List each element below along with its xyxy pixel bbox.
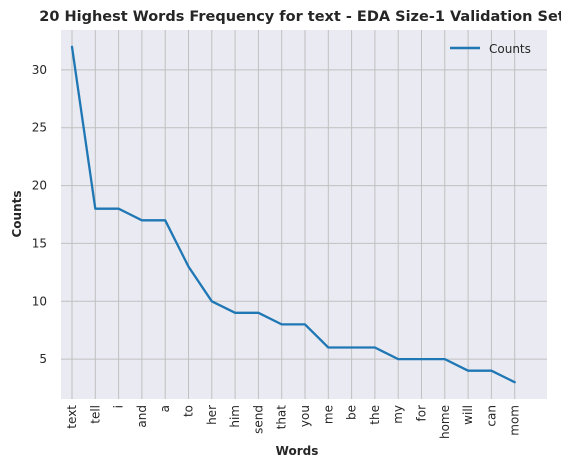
series-layer [70, 45, 516, 384]
y-tick-label: 5 [39, 352, 47, 366]
x-axis-ticks: text tell i and a to her him send that you me be the m… [65, 405, 522, 439]
x-tick-label: me [321, 405, 335, 424]
x-tick-label: my [391, 405, 405, 424]
x-tick-label: and [135, 405, 149, 428]
x-tick-label: her [205, 405, 219, 425]
y-tick-label: 25 [32, 121, 47, 135]
x-tick-label: tell [88, 405, 102, 424]
gridlines [61, 30, 547, 399]
legend-label-counts: Counts [489, 42, 531, 56]
x-tick-label: text [65, 405, 79, 429]
y-axis-title: Counts [10, 190, 24, 237]
x-tick-label: you [298, 405, 312, 427]
x-tick-label: to [182, 405, 196, 417]
x-tick-label: him [228, 405, 242, 428]
y-tick-label: 15 [32, 236, 47, 250]
x-tick-label: a [158, 405, 172, 412]
y-axis-ticks: 5 10 15 20 25 30 [32, 63, 47, 366]
x-tick-label: mom [508, 405, 522, 436]
x-tick-label: be [345, 405, 359, 420]
x-tick-label: that [275, 405, 289, 430]
x-tick-label: will [461, 405, 475, 425]
series-line-counts [70, 45, 516, 384]
y-tick-label: 30 [32, 63, 47, 77]
y-tick-label: 20 [32, 179, 47, 193]
x-tick-label: i [112, 405, 126, 408]
plot-area [61, 30, 547, 399]
x-tick-label: can [484, 405, 498, 427]
y-tick-label: 10 [32, 294, 47, 308]
legend: Counts [450, 42, 531, 56]
x-tick-label: home [438, 405, 452, 439]
chart-title: 20 Highest Words Frequency for text - ED… [39, 9, 561, 25]
x-axis-title: Words [276, 444, 319, 458]
x-tick-label: for [415, 405, 429, 422]
x-tick-label: the [368, 405, 382, 425]
x-tick-label: send [251, 405, 265, 434]
